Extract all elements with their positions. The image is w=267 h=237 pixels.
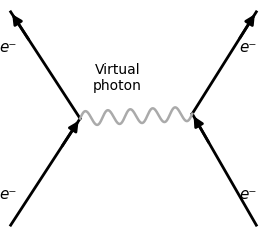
Text: Virtual
photon: Virtual photon: [93, 63, 142, 93]
Text: e⁻: e⁻: [0, 187, 17, 202]
Text: e⁻: e⁻: [0, 40, 17, 55]
Text: e⁻: e⁻: [239, 40, 257, 55]
Text: e⁻: e⁻: [239, 187, 257, 202]
